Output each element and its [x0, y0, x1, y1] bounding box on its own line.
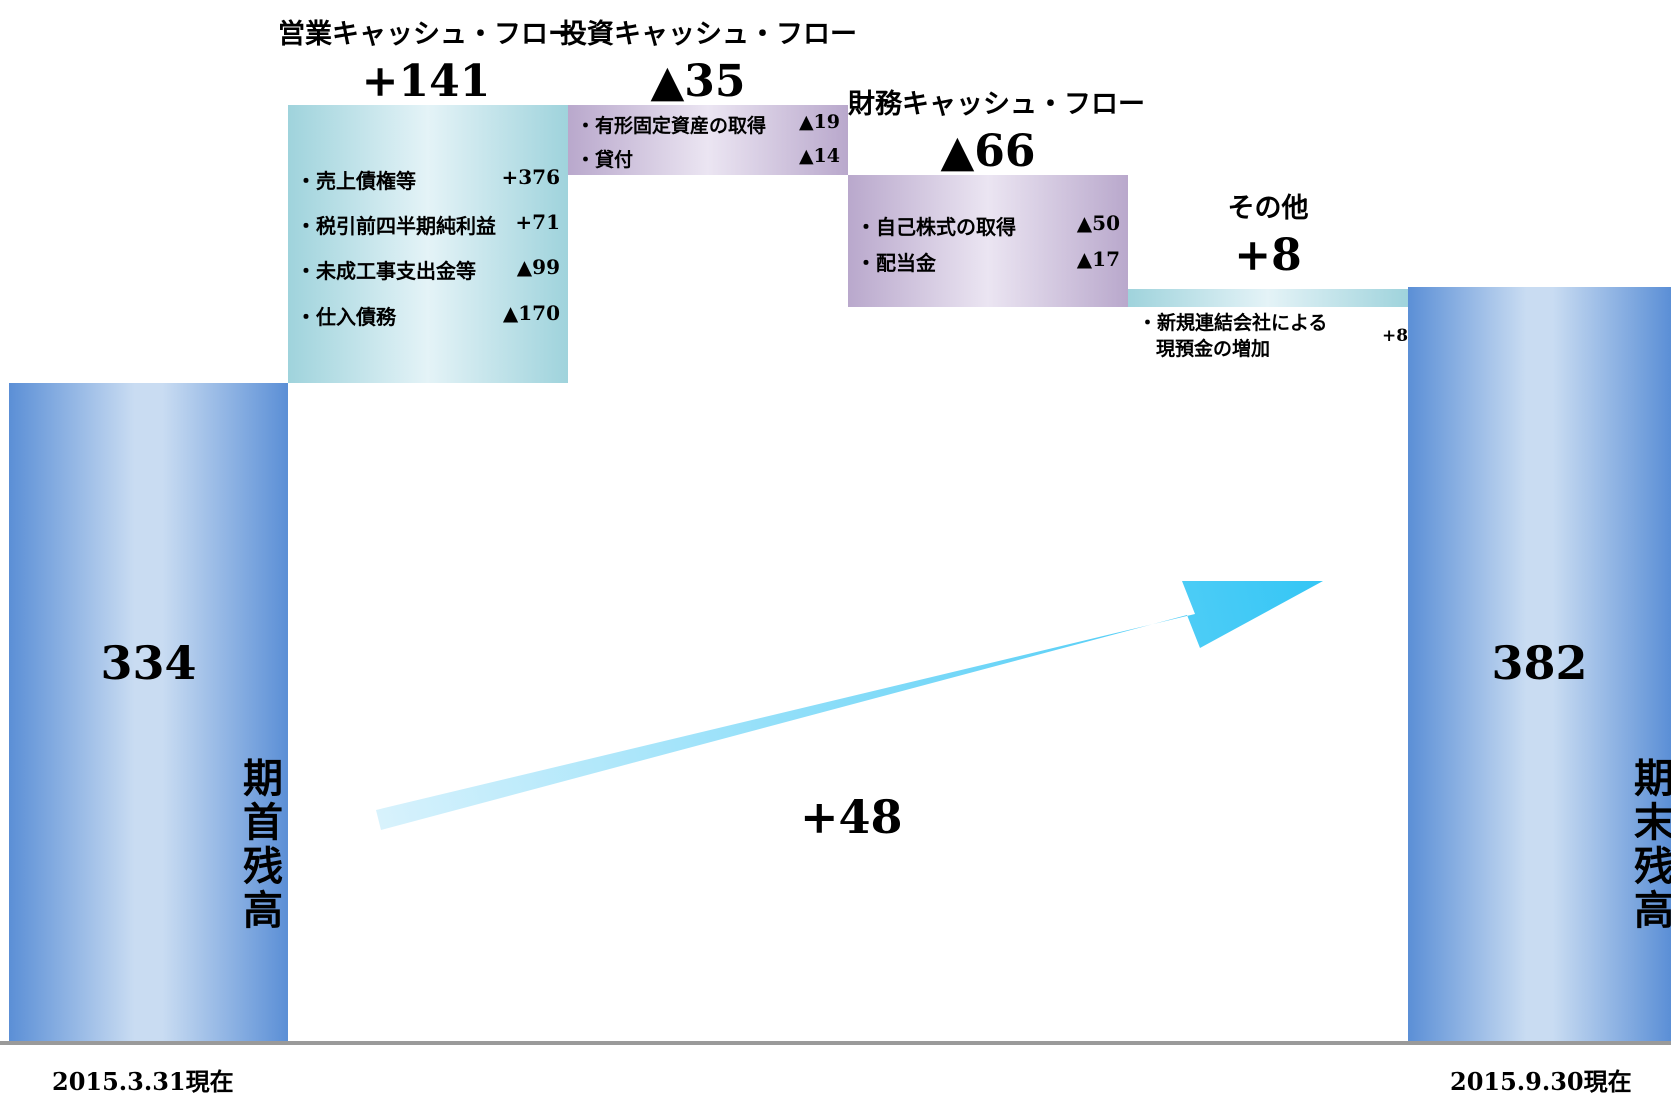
end-balance-value: 382	[1491, 636, 1588, 690]
item-value: ▲99	[516, 255, 560, 279]
item-value: ▲50	[1076, 211, 1120, 235]
other-item-label-line1: ・新規連結会社による	[1138, 312, 1328, 334]
start-balance-value: 334	[100, 636, 197, 690]
item-value: ▲14	[798, 145, 840, 167]
other-bar	[1128, 289, 1408, 307]
item-value: ▲17	[1076, 247, 1120, 271]
other-item-value: +8	[1382, 326, 1409, 346]
item-label: ・自己株式の取得	[856, 215, 1016, 239]
item-label: ・配当金	[856, 251, 936, 275]
operating-cf-item: ・仕入債務 ▲170	[296, 301, 560, 330]
operating-cf-item: ・税引前四半期純利益 +71	[296, 210, 560, 239]
item-label: ・税引前四半期純利益	[296, 214, 496, 238]
item-value: +71	[515, 210, 560, 234]
item-label: ・仕入債務	[296, 305, 396, 329]
end-balance-label: 期末残高	[1627, 757, 1671, 933]
start-date: 2015.3.31現在	[52, 1067, 234, 1096]
investing-cf-item: ・貸付 ▲14	[576, 145, 840, 172]
item-value: ▲19	[798, 111, 840, 133]
baseline	[0, 1041, 1671, 1045]
financing-cf-title: 財務キャッシュ・フロー	[848, 89, 1145, 120]
start-balance-label: 期首残高	[236, 757, 283, 933]
operating-cf-item: ・未成工事支出金等 ▲99	[296, 255, 560, 284]
operating-cf-title: 営業キャッシュ・フロー	[278, 19, 575, 50]
investing-cf-item: ・有形固定資産の取得 ▲19	[576, 111, 840, 138]
investing-cf-value: ▲35	[650, 56, 746, 107]
operating-cf-value: +141	[361, 56, 491, 107]
item-label: ・有形固定資産の取得	[576, 115, 767, 137]
financing-cf-bar: ・自己株式の取得 ▲50 ・配当金 ▲17	[848, 175, 1128, 307]
item-label: ・売上債権等	[296, 169, 416, 193]
investing-cf-title: 投資キャッシュ・フロー	[560, 19, 857, 50]
other-item-label: ・新規連結会社による 現預金の増加	[1138, 310, 1327, 362]
end-date: 2015.9.30現在	[1450, 1067, 1632, 1096]
operating-cf-bar: ・売上債権等 +376 ・税引前四半期純利益 +71 ・未成工事支出金等 ▲99…	[288, 105, 568, 383]
other-item-label-line2: 現預金の増加	[1156, 338, 1271, 360]
financing-cf-item: ・自己株式の取得 ▲50	[856, 211, 1120, 240]
item-label: ・貸付	[576, 149, 634, 171]
financing-cf-item: ・配当金 ▲17	[856, 247, 1120, 276]
investing-cf-bar: ・有形固定資産の取得 ▲19 ・貸付 ▲14	[568, 105, 848, 175]
start-balance-bar	[9, 383, 288, 1042]
item-value: +376	[501, 165, 560, 189]
end-balance-bar	[1408, 287, 1671, 1042]
net-change-value: +48	[800, 790, 903, 844]
item-value: ▲170	[502, 301, 560, 325]
other-title: その他	[1227, 193, 1309, 224]
arrow-shape	[376, 581, 1323, 830]
other-value: +8	[1234, 230, 1302, 281]
operating-cf-item: ・売上債権等 +376	[296, 165, 560, 194]
item-label: ・未成工事支出金等	[296, 259, 476, 283]
financing-cf-value: ▲66	[940, 126, 1036, 177]
